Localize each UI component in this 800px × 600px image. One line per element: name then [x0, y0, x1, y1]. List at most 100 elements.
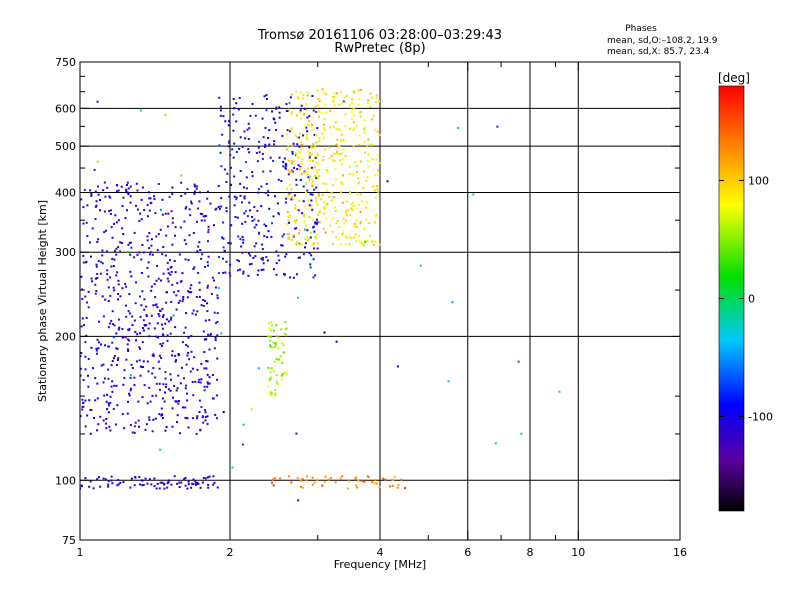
data-point — [206, 360, 209, 363]
data-point — [352, 114, 355, 117]
data-point — [376, 169, 379, 172]
data-point — [322, 206, 325, 209]
data-point — [265, 182, 268, 185]
data-point — [278, 259, 281, 262]
data-point — [206, 197, 209, 200]
data-point — [160, 407, 163, 410]
data-point — [281, 373, 284, 376]
data-point — [153, 485, 156, 488]
data-point — [233, 107, 236, 110]
data-point — [129, 195, 132, 198]
data-point — [203, 367, 206, 370]
data-point — [191, 482, 194, 485]
data-point — [295, 243, 298, 246]
data-point — [346, 487, 349, 490]
data-point — [244, 220, 247, 223]
data-point — [255, 223, 258, 226]
data-point — [89, 409, 92, 411]
data-point — [154, 296, 157, 299]
data-point — [312, 258, 315, 261]
data-point — [216, 378, 219, 381]
data-point — [117, 298, 119, 301]
data-point — [134, 421, 137, 424]
data-point — [327, 478, 330, 481]
data-point — [111, 360, 114, 363]
data-point — [86, 414, 89, 417]
data-point — [113, 355, 116, 357]
data-point — [146, 215, 149, 218]
data-point — [290, 160, 293, 163]
data-point — [274, 346, 277, 349]
data-point — [99, 415, 102, 418]
data-point — [305, 224, 308, 227]
data-point — [202, 477, 205, 479]
data-point — [296, 168, 299, 170]
data-point — [274, 344, 277, 347]
data-point — [353, 91, 356, 94]
data-point — [334, 481, 337, 484]
data-point — [150, 238, 153, 241]
data-point — [323, 126, 325, 129]
data-point — [294, 90, 297, 93]
data-point — [131, 315, 134, 318]
data-point — [260, 185, 263, 188]
data-point — [115, 274, 118, 277]
data-point — [161, 323, 163, 326]
data-point — [102, 381, 105, 384]
data-point — [294, 222, 297, 224]
data-point — [312, 242, 315, 245]
data-point — [107, 368, 110, 371]
data-point — [331, 217, 334, 219]
data-point — [192, 232, 195, 234]
data-point — [98, 320, 100, 323]
data-point — [359, 220, 362, 223]
data-point — [472, 193, 475, 196]
data-point — [326, 170, 329, 173]
data-point — [275, 324, 278, 327]
data-point — [241, 443, 244, 446]
data-point — [308, 154, 311, 157]
data-point — [337, 145, 340, 148]
data-point — [306, 130, 309, 133]
data-point — [241, 145, 244, 148]
data-point — [328, 157, 331, 159]
data-point — [294, 134, 297, 137]
data-point — [311, 476, 314, 479]
data-point — [297, 164, 300, 167]
data-point — [151, 394, 154, 397]
data-point — [129, 424, 132, 426]
data-point — [81, 408, 84, 411]
data-point — [321, 132, 324, 135]
data-point — [316, 155, 319, 158]
data-point — [101, 254, 104, 257]
data-point — [363, 239, 366, 242]
data-point — [284, 327, 287, 330]
data-point — [155, 235, 158, 238]
data-point — [297, 157, 300, 159]
data-point — [344, 113, 347, 116]
data-point — [161, 253, 164, 256]
data-point — [318, 209, 321, 212]
data-point — [275, 250, 278, 253]
data-point — [149, 197, 152, 200]
data-point — [375, 482, 378, 485]
data-point — [297, 499, 300, 502]
data-point — [214, 413, 217, 416]
data-point — [225, 206, 228, 209]
data-point — [318, 100, 321, 103]
data-point — [297, 209, 300, 212]
data-point — [296, 240, 298, 243]
data-point — [240, 245, 243, 248]
data-point — [375, 97, 378, 100]
data-point — [207, 476, 209, 479]
data-point — [270, 235, 273, 238]
data-point — [218, 272, 220, 275]
data-point — [94, 377, 97, 380]
data-point — [386, 180, 389, 183]
data-point — [250, 262, 253, 265]
data-point — [198, 241, 201, 244]
data-point — [90, 255, 92, 258]
data-point — [370, 480, 373, 483]
data-point — [316, 233, 319, 236]
data-point — [367, 99, 370, 102]
